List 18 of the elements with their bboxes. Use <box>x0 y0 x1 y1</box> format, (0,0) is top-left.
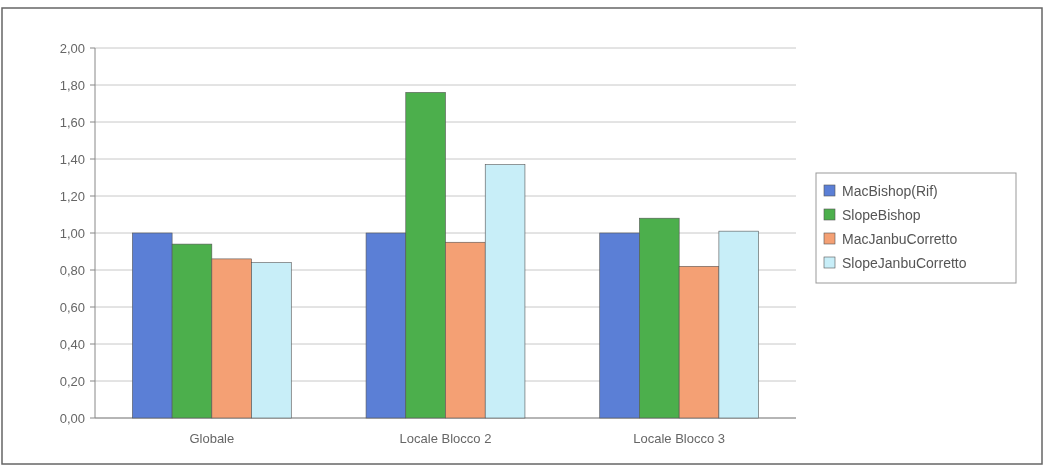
y-tick-label: 0,60 <box>59 299 85 315</box>
y-tick-label: 0,40 <box>59 336 85 352</box>
y-tick-label: 1,80 <box>59 77 85 93</box>
legend-label: SlopeJanbuCorretto <box>842 254 967 271</box>
y-tick-label: 0,80 <box>59 262 85 278</box>
y-tick-label: 1,40 <box>59 151 85 167</box>
x-tick-label: Globale <box>189 431 235 446</box>
y-tick-label: 1,20 <box>59 188 85 204</box>
y-tick-label: 2,00 <box>59 40 85 56</box>
legend-label: SlopeBishop <box>842 206 921 223</box>
legend-label: MacJanbuCorretto <box>842 230 958 247</box>
y-tick-label: 1,60 <box>59 114 85 130</box>
x-tick-label: Locale Blocco 3 <box>633 431 726 446</box>
legend-label: MacBishop(Rif) <box>842 182 938 199</box>
y-tick-label: 1,00 <box>59 225 85 241</box>
y-tick-label: 0,00 <box>59 410 85 426</box>
x-tick-label: Locale Blocco 2 <box>399 431 492 446</box>
y-tick-label: 0,20 <box>59 373 85 389</box>
